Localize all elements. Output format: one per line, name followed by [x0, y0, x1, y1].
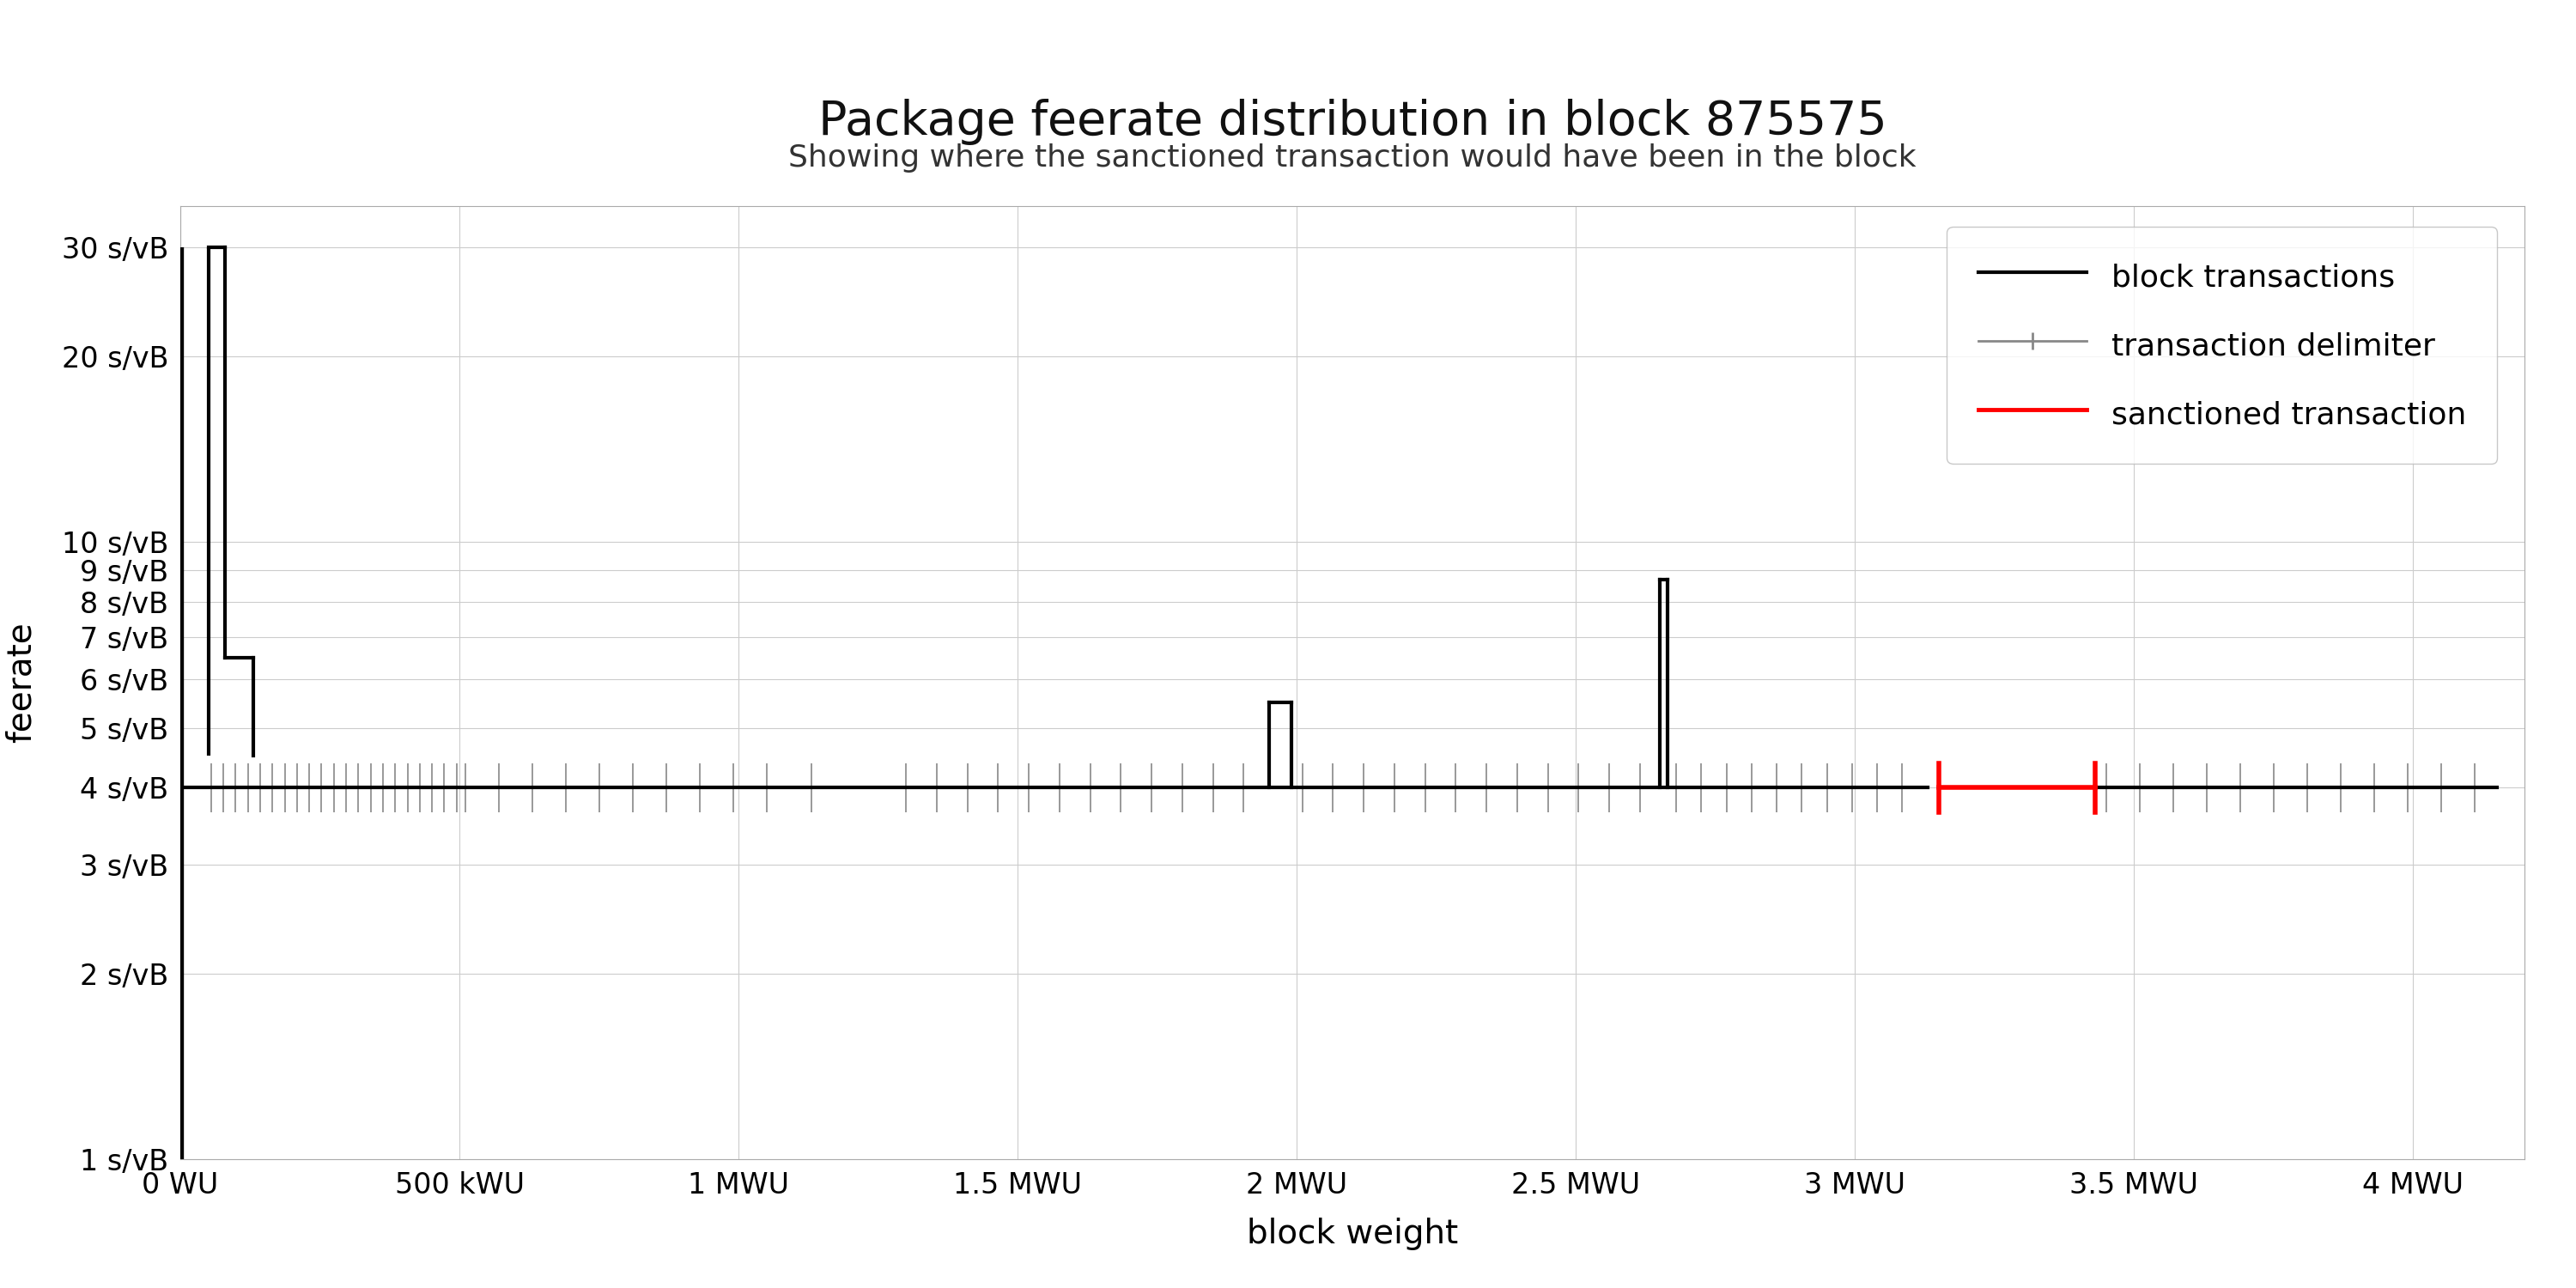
- Y-axis label: feerate: feerate: [5, 622, 39, 743]
- Title: Package feerate distribution in block 875575: Package feerate distribution in block 87…: [819, 98, 1886, 144]
- Legend: block transactions, transaction delimiter, sanctioned transaction: block transactions, transaction delimite…: [1947, 227, 2496, 464]
- X-axis label: block weight: block weight: [1247, 1217, 1458, 1249]
- Text: Showing where the sanctioned transaction would have been in the block: Showing where the sanctioned transaction…: [788, 143, 1917, 173]
